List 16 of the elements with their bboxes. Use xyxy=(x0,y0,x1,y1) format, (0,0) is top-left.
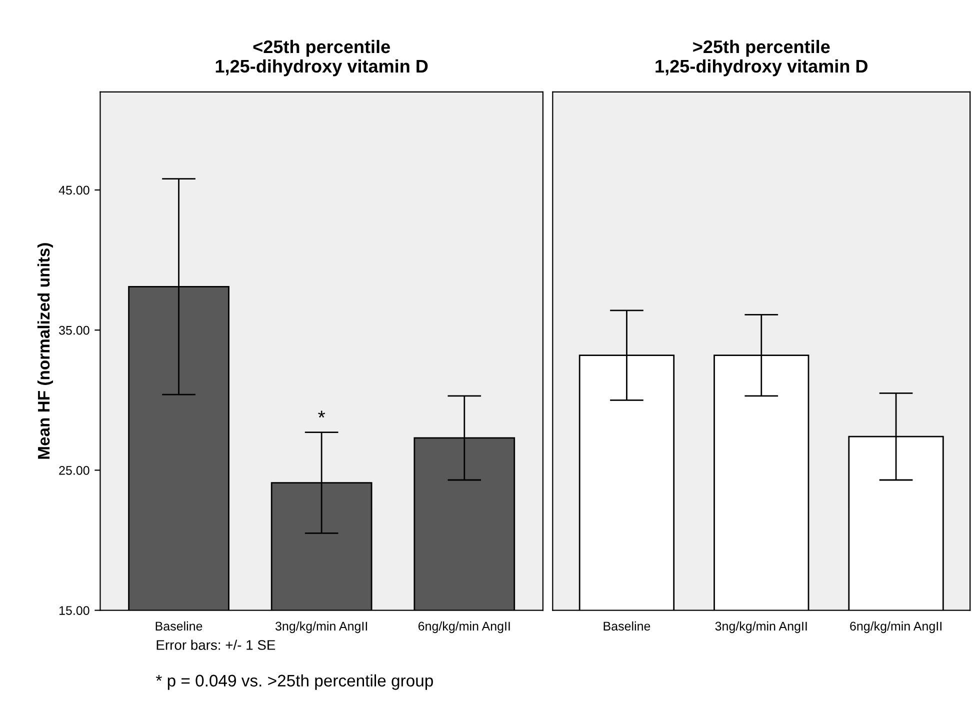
x-tick-label: 3ng/kg/min AngII xyxy=(275,621,367,634)
x-tick-label: Baseline xyxy=(156,621,202,631)
text: Error bars: +/- 1 SE xyxy=(156,640,276,650)
x-tick-label: 6ng/kg/min AngII xyxy=(418,621,510,634)
x-tick-label: 6ng/kg/min AngII xyxy=(850,621,942,634)
chart-title: <25th percentile 1,25-dihydroxy vitamin D xyxy=(216,40,428,76)
annotation: * xyxy=(318,410,326,418)
y-tick-label: 15.00 xyxy=(59,606,90,615)
text: * p = 0.049 vs. >25th percentile group xyxy=(156,674,433,690)
y-axis-title: Mean HF (normalized units) xyxy=(37,243,53,459)
chart-title: >25th percentile 1,25-dihydroxy vitamin D xyxy=(656,40,868,76)
y-tick-label: 45.00 xyxy=(58,186,90,195)
y-tick-label: 25.00 xyxy=(59,466,90,475)
y-tick-label: 35.00 xyxy=(59,326,90,335)
x-tick-label: Baseline xyxy=(604,621,650,631)
x-tick-label: 3ng/kg/min AngII xyxy=(715,621,807,634)
